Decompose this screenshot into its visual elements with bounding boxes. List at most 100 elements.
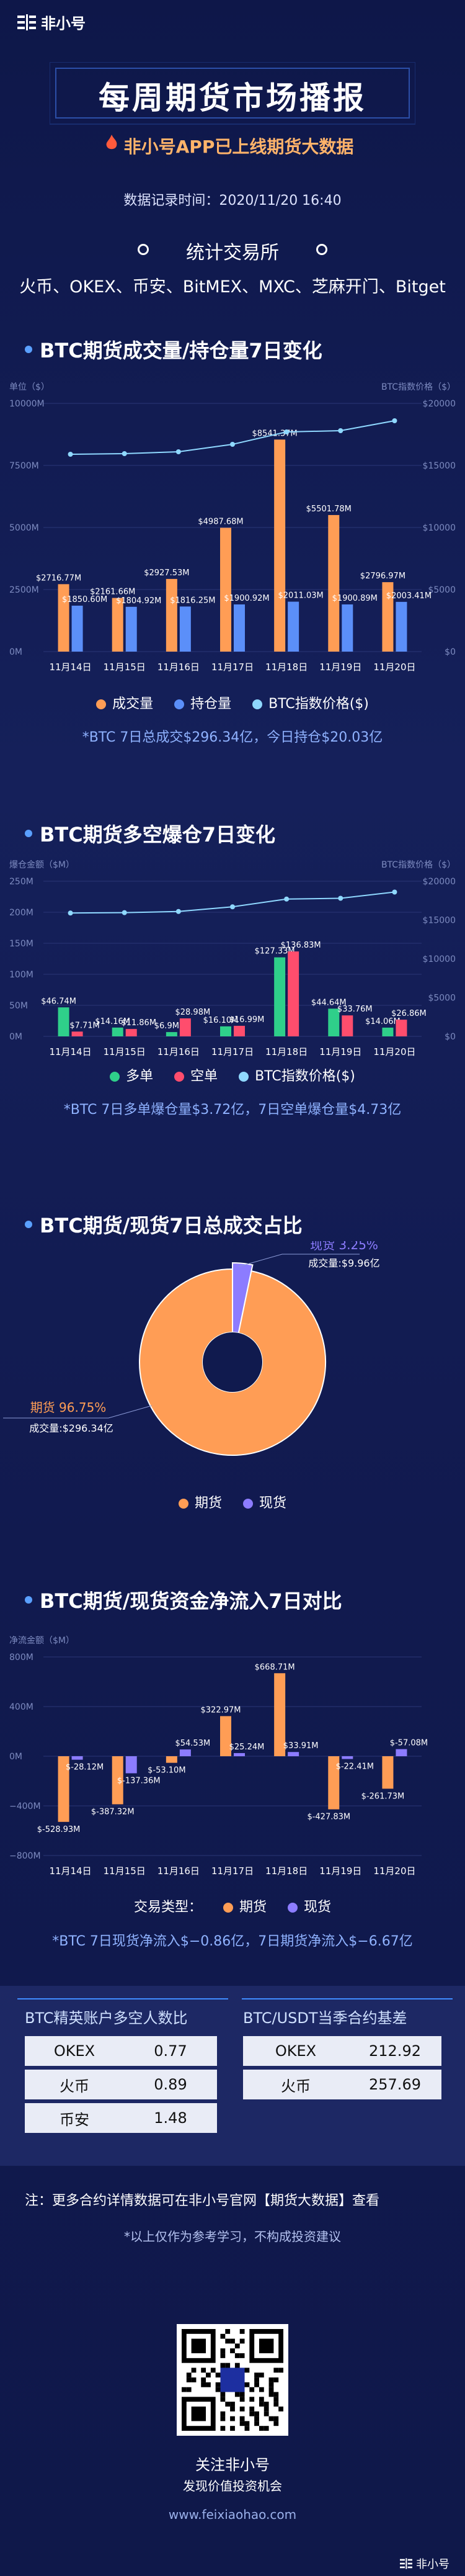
- legend-swatch: [96, 699, 107, 709]
- x-tick-label: 11月19日: [319, 1046, 361, 1057]
- price-point: [392, 889, 397, 895]
- price-point: [338, 895, 343, 901]
- data-label: $1816.25M: [170, 596, 215, 605]
- bar: [71, 1031, 83, 1036]
- section-dot-icon: [25, 1596, 32, 1604]
- data-label: $4987.68M: [198, 517, 243, 526]
- corner-logo: 非小号: [400, 2556, 450, 2572]
- bar: [112, 598, 123, 652]
- data-label: $2796.97M: [360, 572, 405, 581]
- y2-tick-label: $15000: [423, 916, 456, 926]
- section1-heading: BTC期货成交量/持仓量7日变化: [25, 335, 322, 364]
- price-point: [68, 910, 73, 916]
- y2-tick-label: $20000: [423, 399, 456, 409]
- legend-item: 持仓量: [174, 693, 231, 712]
- legend-swatch: [252, 699, 263, 709]
- disclaimer: *以上仅作为参考学习，不构成投资建议: [124, 2229, 341, 2244]
- legend-item: BTC指数价格($): [252, 693, 369, 712]
- left-table-rule: [17, 1998, 228, 1999]
- bar: [396, 1749, 407, 1756]
- data-label: $-528.93M: [37, 1825, 81, 1834]
- y-tick-label: 50M: [9, 1001, 28, 1011]
- y-tick-label: 10000M: [9, 399, 45, 409]
- price-line: [70, 420, 395, 455]
- volume-chart: 单位（$） BTC指数价格（$） 10000M 7500M 5000M 2500M 0M $2…: [9, 382, 456, 673]
- bar: [396, 1020, 407, 1036]
- table-row: 火币 257.69: [243, 2070, 441, 2099]
- bar: [112, 1027, 123, 1036]
- x-tick-label: 11月17日: [211, 662, 254, 673]
- y-tick-label: 150M: [9, 939, 33, 949]
- data-label: $54.53M: [175, 1739, 210, 1748]
- data-label: $-261.73M: [361, 1792, 405, 1801]
- data-label: $2003.41M: [386, 591, 432, 601]
- bullet-right-icon: [316, 244, 327, 255]
- legend-swatch: [178, 1499, 188, 1509]
- data-label: $14.16M: [95, 1017, 130, 1026]
- y-tick-label: 800M: [9, 1653, 33, 1663]
- price-point: [230, 904, 235, 910]
- bar: [328, 1008, 340, 1036]
- data-label: $1850.60M: [62, 595, 107, 604]
- bar: [166, 578, 177, 652]
- data-label: $127.33M: [255, 947, 295, 956]
- data-label: $-57.08M: [390, 1739, 428, 1748]
- netflow-note: *BTC 7日现货净流入$−0.86亿，7日期货净流入$−6.67亿: [52, 1934, 413, 1949]
- bar: [179, 1018, 191, 1036]
- price-point: [338, 428, 343, 433]
- bar: [112, 1756, 123, 1805]
- exchange-cell: 币安: [25, 2103, 124, 2133]
- price-point: [175, 909, 181, 914]
- exchange-cell: 火币: [25, 2070, 124, 2099]
- futures-leader-line: [3, 1405, 153, 1419]
- y2-tick-label: $20000: [423, 877, 456, 887]
- exchanges-list: 火币、OKEX、币安、BitMEX、MXC、芝麻开门、Bitget: [19, 277, 446, 297]
- y-tick-label: 250M: [9, 877, 33, 887]
- bar: [342, 1015, 353, 1036]
- price-point: [284, 429, 290, 434]
- section1-title: BTC期货成交量/持仓量7日变化: [40, 339, 322, 362]
- data-label: $2927.53M: [144, 568, 189, 578]
- x-tick-label: 11月17日: [211, 1865, 254, 1877]
- website-url[interactable]: www.feixiaohao.com: [168, 2507, 297, 2522]
- volume-note: *BTC 7日总成交$296.34亿，今日持仓$20.03亿: [82, 730, 383, 745]
- x-tick-label: 11月19日: [319, 662, 361, 673]
- legend-swatch: [288, 1903, 298, 1913]
- x-tick-label: 11月17日: [211, 1046, 254, 1057]
- y-tick-label: 2500M: [9, 585, 39, 595]
- data-label: $-28.12M: [66, 1763, 104, 1772]
- legend-swatch: [110, 1072, 120, 1082]
- x-tick-label: 11月16日: [157, 1865, 200, 1877]
- left-table: OKEX 0.77 火币 0.89 币安 1.48: [25, 2032, 217, 2137]
- bar: [382, 582, 394, 652]
- data-label: $33.91M: [283, 1741, 319, 1751]
- spot-label: 现货 3.25%: [310, 1241, 378, 1252]
- legend-item: 多单: [110, 1065, 153, 1085]
- bar: [234, 1026, 245, 1036]
- x-tick-label: 11月19日: [319, 1865, 361, 1877]
- liquidation-legend: 多单 空单 BTC指数价格($): [0, 1065, 465, 1085]
- y2-tick-label: $0: [445, 647, 456, 657]
- table-row: OKEX 212.92: [243, 2036, 441, 2066]
- x-tick-label: 11月14日: [49, 662, 91, 673]
- bar: [58, 584, 69, 652]
- x-tick-label: 11月15日: [104, 662, 146, 673]
- liquidation-chart: 爆仓金额（$M） BTC指数价格（$） 250M 200M 150M 100M 50M 0M $…: [9, 860, 456, 1057]
- data-label: $46.74M: [41, 997, 76, 1006]
- section-dot-icon: [25, 346, 32, 353]
- x-tick-label: 11月16日: [157, 662, 200, 673]
- price-point: [122, 910, 127, 915]
- bar: [179, 606, 191, 652]
- page-subtitle: 非小号APP已上线期货大数据: [123, 137, 354, 157]
- table-row: 火币 0.89: [25, 2070, 217, 2099]
- bar: [288, 601, 299, 652]
- left-axis-unit: 单位（$）: [9, 382, 50, 392]
- x-tick-label: 11月20日: [373, 1046, 415, 1057]
- data-label: $136.83M: [281, 941, 321, 950]
- x-tick-label: 11月15日: [104, 1865, 146, 1877]
- qr-code[interactable]: [177, 2324, 288, 2436]
- data-label: $28.98M: [175, 1008, 210, 1017]
- y-tick-label: 400M: [9, 1702, 33, 1712]
- bar: [220, 1026, 231, 1036]
